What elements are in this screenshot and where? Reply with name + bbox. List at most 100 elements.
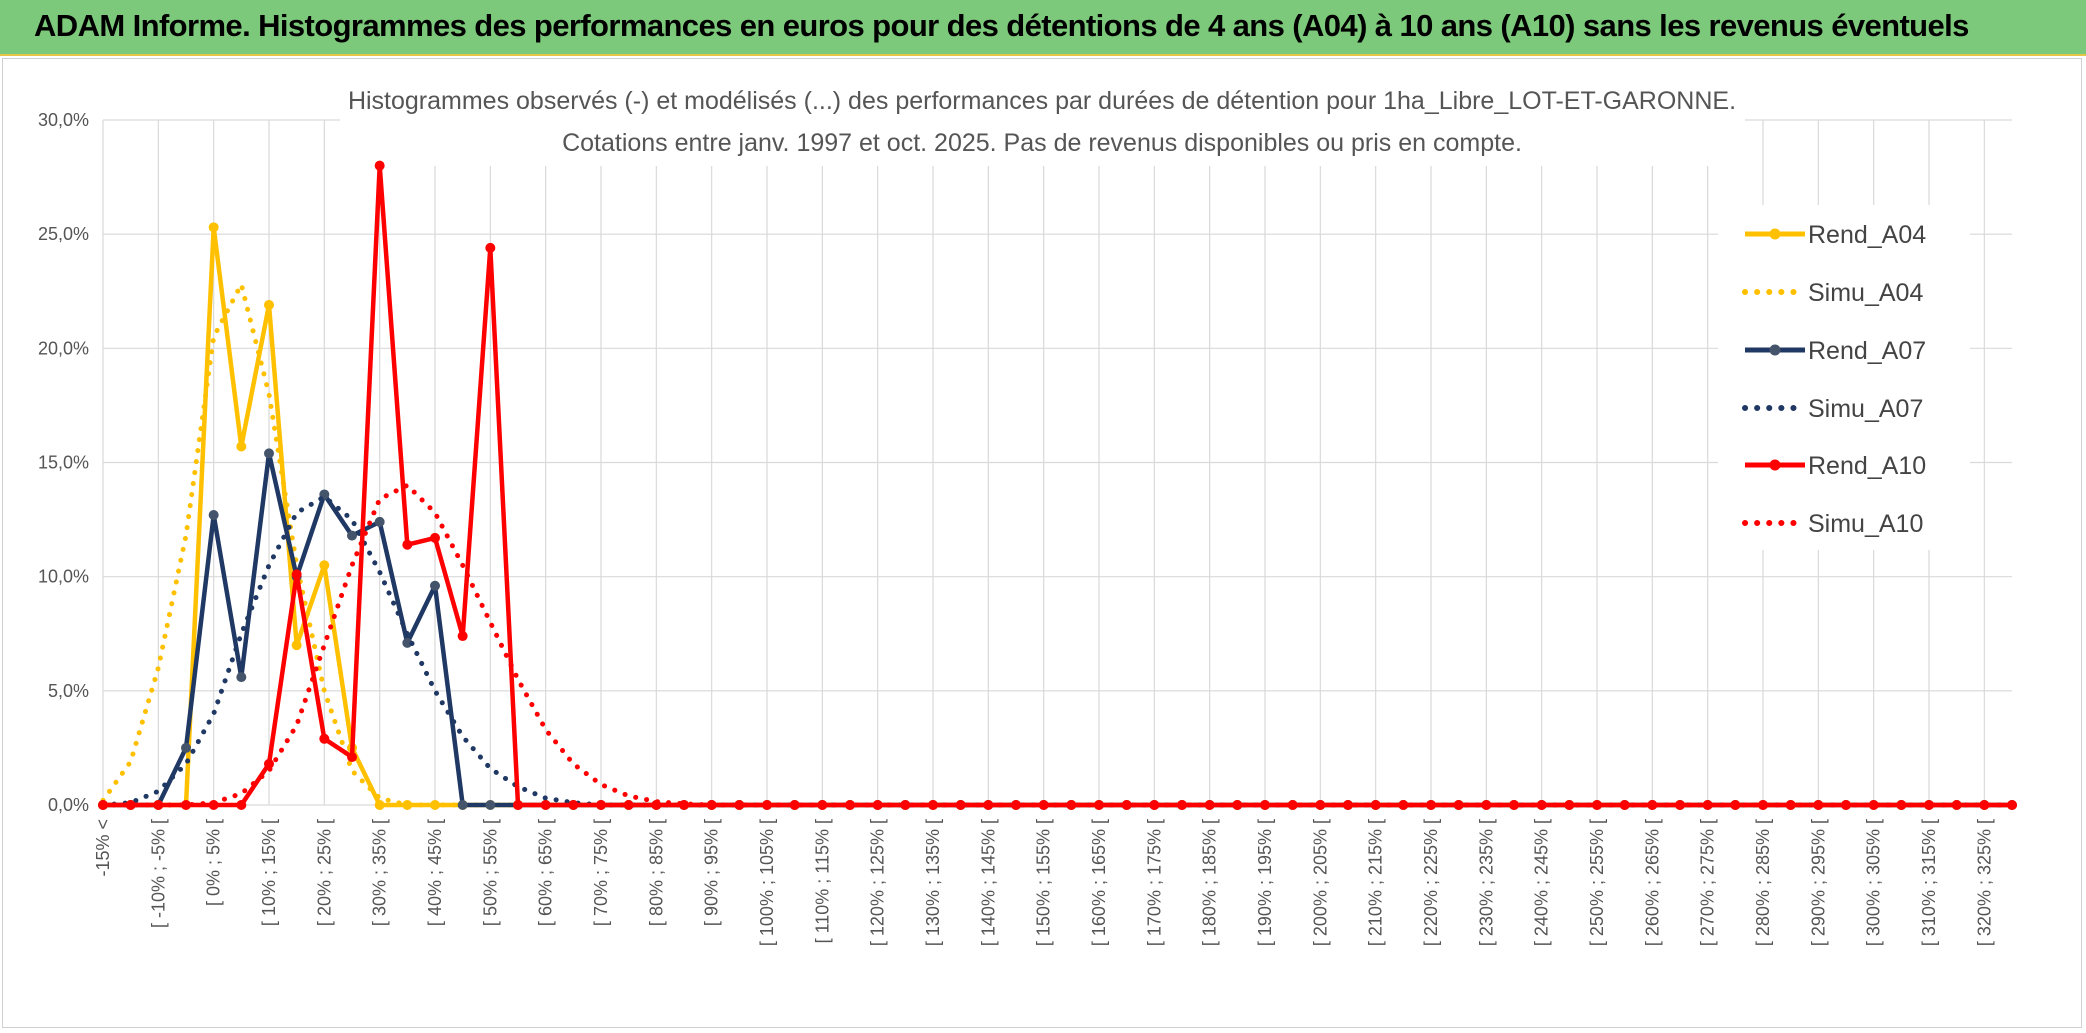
x-tick-label: [ 10% ; 15% [ xyxy=(259,819,279,926)
rend-a10-point xyxy=(485,242,496,253)
x-tick-label: -15% < xyxy=(93,819,113,877)
rend-a10-point xyxy=(734,800,745,810)
x-tick-label: [ 110% ; 115% [ xyxy=(812,819,832,943)
rend-a10-point xyxy=(1426,800,1436,810)
rend-a04-point xyxy=(374,800,385,810)
rend-a07-point xyxy=(181,742,191,753)
y-tick-label: 30,0% xyxy=(38,110,89,130)
y-tick-label: 5,0% xyxy=(48,681,89,701)
rend-a10-point xyxy=(1481,800,1492,810)
rend-a07-point xyxy=(208,510,219,521)
chart-title: Histogrammes observés (-) et modélisés (… xyxy=(348,87,1736,115)
y-tick-label: 20,0% xyxy=(38,338,89,358)
rend-a10-point xyxy=(1868,800,1879,810)
rend-a10-point xyxy=(1177,800,1187,810)
rend-a10-point xyxy=(1260,800,1270,810)
rend-a10-point xyxy=(1813,800,1824,810)
rend-a10-point xyxy=(1315,800,1326,810)
y-tick-label: 0,0% xyxy=(48,795,89,815)
chart-subtitle: Cotations entre janv. 1997 et oct. 2025.… xyxy=(562,129,1522,157)
x-tick-label: [ 320% ; 325% [ xyxy=(1974,819,1994,946)
x-tick-label: [ 100% ; 105% [ xyxy=(757,819,777,946)
rend-a10-point xyxy=(347,752,357,763)
x-tick-label: [ 170% ; 175% [ xyxy=(1144,819,1164,946)
x-tick-label: [ 180% ; 185% [ xyxy=(1200,819,1220,946)
x-tick-label: [ 220% ; 225% [ xyxy=(1421,819,1441,946)
x-tick-label: [ 80% ; 85% [ xyxy=(646,819,666,926)
rend-a04-point xyxy=(236,441,247,452)
rend-a07-point xyxy=(485,800,496,810)
rend-a10-point xyxy=(1924,800,1934,810)
x-tick-label: [ -10% ; -5% [ xyxy=(148,819,168,928)
x-tick-label: [ 140% ; 145% [ xyxy=(978,819,998,946)
rend-a10-point xyxy=(1370,800,1381,810)
rend-a10-point xyxy=(623,800,634,810)
rend-a10-point xyxy=(1702,800,1713,810)
x-tick-label: [ 20% ; 25% [ xyxy=(314,819,334,926)
rend-a10-point xyxy=(789,800,800,810)
x-tick-label: [ 120% ; 125% [ xyxy=(868,819,888,946)
x-tick-label: [ 150% ; 155% [ xyxy=(1034,819,1054,946)
x-tick-label: [ 30% ; 35% [ xyxy=(370,819,390,926)
rend-a10-point xyxy=(1066,800,1077,810)
legend: Rend_A04 Simu_A04 Rend_A07 Simu_A07 Rend_A10… xyxy=(1718,205,1970,550)
rend-a07-legend-marker xyxy=(1769,344,1781,356)
rend-a10-legend-marker xyxy=(1769,459,1781,471)
rend-a10-point xyxy=(291,569,302,580)
simu-a10-line xyxy=(100,482,2015,808)
x-tick-label: [ 300% ; 305% [ xyxy=(1864,819,1884,946)
rend-a07-point xyxy=(457,800,468,810)
rend-a04-legend-marker xyxy=(1769,228,1781,240)
x-tick-label: [ 230% ; 235% [ xyxy=(1476,819,1496,946)
rend-a10-point xyxy=(319,733,330,744)
rend-a04-point xyxy=(291,640,302,651)
rend-a10-point xyxy=(1647,800,1658,810)
x-tick-label: [ 70% ; 75% [ xyxy=(591,819,611,926)
x-tick-label: [ 0% ; 5% [ xyxy=(204,819,224,906)
rend-a04-point xyxy=(208,222,219,233)
simu-a10-legend-label: Simu_A10 xyxy=(1808,510,1923,538)
rend-a10-point xyxy=(1979,800,1990,810)
rend-a10-point xyxy=(596,800,606,810)
rend-a04-point xyxy=(319,560,330,571)
rend-a10-point xyxy=(540,800,551,810)
rend-a10-point xyxy=(900,800,911,810)
rend-a04-point xyxy=(264,299,274,310)
y-tick-label: 25,0% xyxy=(38,224,89,244)
rend-a07-point xyxy=(347,530,357,541)
x-tick-label: [ 290% ; 295% [ xyxy=(1808,819,1828,946)
rend-a10-point xyxy=(1758,800,1768,810)
x-tick-label: [ 310% ; 315% [ xyxy=(1919,819,1939,946)
rend-a07-point xyxy=(430,580,440,591)
rend-a10-point xyxy=(1232,800,1243,810)
rend-a10-point xyxy=(955,800,966,810)
rend-a10-legend-label: Rend_A10 xyxy=(1808,452,1926,480)
rend-a10-point xyxy=(1204,800,1215,810)
simu-a04-line xyxy=(100,281,2015,808)
chart-frame xyxy=(2,58,2082,1028)
rend-a07-point xyxy=(374,516,385,527)
series-lines xyxy=(98,160,2017,810)
rend-a10-point xyxy=(181,800,191,810)
rend-a10-point xyxy=(402,539,413,550)
x-tick-label: [ 240% ; 245% [ xyxy=(1532,819,1552,946)
rend-a10-point xyxy=(1536,800,1547,810)
rend-a10-point xyxy=(513,800,523,810)
x-tick-label: [ 60% ; 65% [ xyxy=(536,819,556,926)
rend-a10-point xyxy=(1011,800,1021,810)
legend-background xyxy=(1718,205,1970,550)
rend-a10-point xyxy=(568,800,579,810)
x-tick-label: [ 200% ; 205% [ xyxy=(1310,819,1330,946)
rend-a10-point xyxy=(236,800,247,810)
rend-a10-point xyxy=(264,758,274,769)
rend-a04-point xyxy=(430,800,440,810)
x-tick-label: [ 260% ; 265% [ xyxy=(1642,819,1662,946)
title-banner: ADAM Informe. Histogrammes des performan… xyxy=(0,0,2086,56)
simu-a04-legend-label: Simu_A04 xyxy=(1808,279,1923,307)
chart-title-box: Histogrammes observés (-) et modélisés (… xyxy=(340,78,1745,166)
rend-a10-point xyxy=(457,631,468,642)
page-title: ADAM Informe. Histogrammes des performan… xyxy=(34,8,1969,43)
rend-a10-point xyxy=(845,800,855,810)
x-axis-ticks: -15% < [ -10% ; -5% [ [ 0% ; 5% [ [ 10% ; 1… xyxy=(93,819,1994,946)
